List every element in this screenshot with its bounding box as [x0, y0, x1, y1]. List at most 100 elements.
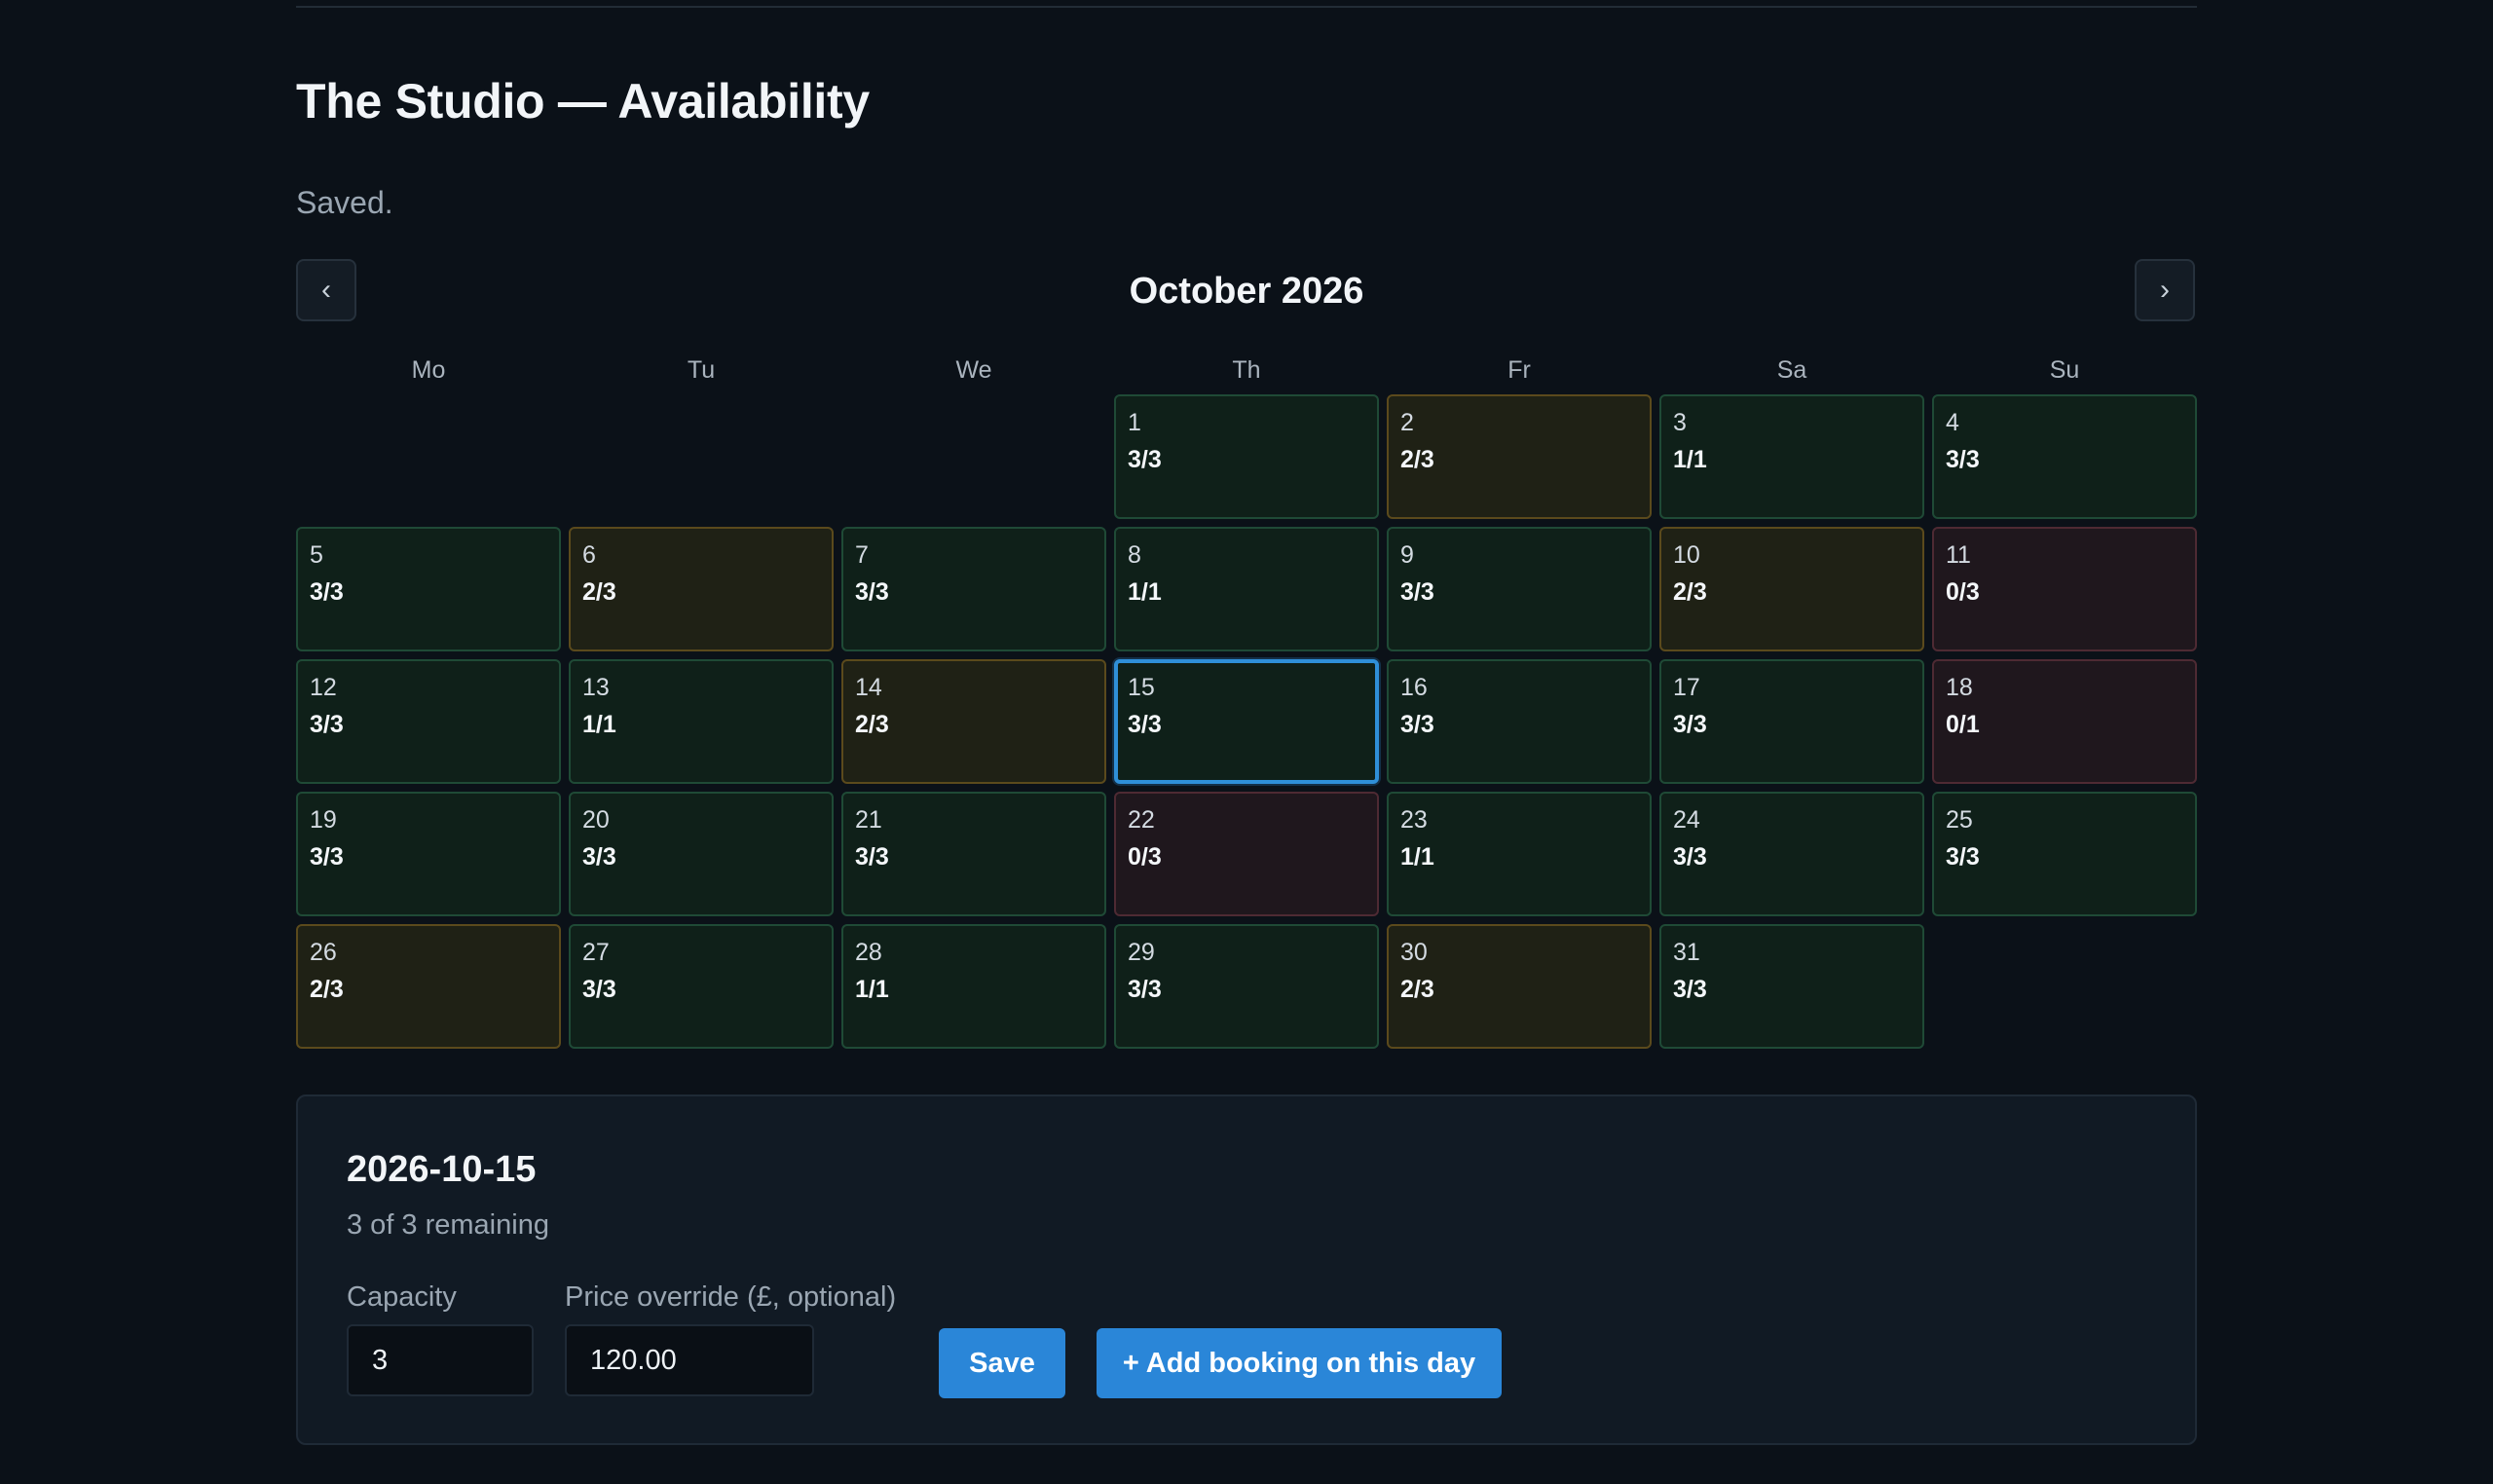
day-cell[interactable]: 10 2/3 [1659, 527, 1924, 651]
day-number: 17 [1673, 674, 1700, 701]
day-cell[interactable]: 7 3/3 [841, 527, 1106, 651]
day-cell[interactable]: 11 0/3 [1932, 527, 2197, 651]
day-cell[interactable]: 26 2/3 [296, 924, 561, 1049]
day-cell[interactable]: 23 1/1 [1387, 792, 1652, 916]
availability-count: 3/3 [582, 843, 616, 871]
availability-count: 2/3 [310, 976, 344, 1003]
day-number: 13 [582, 674, 610, 701]
day-number: 26 [310, 939, 337, 966]
day-number: 5 [310, 541, 323, 569]
day-cell[interactable]: 30 2/3 [1387, 924, 1652, 1049]
day-cell[interactable]: 3 1/1 [1659, 394, 1924, 519]
day-number: 18 [1946, 674, 1973, 701]
availability-count: 1/1 [1400, 843, 1434, 871]
top-divider [296, 6, 2197, 8]
availability-count: 1/1 [855, 976, 889, 1003]
add-booking-button[interactable]: + Add booking on this day [1097, 1328, 1502, 1398]
availability-count: 3/3 [1128, 446, 1162, 473]
day-cell[interactable]: 14 2/3 [841, 659, 1106, 784]
capacity-label: Capacity [347, 1281, 457, 1313]
day-cell[interactable]: 13 1/1 [569, 659, 834, 784]
day-cell[interactable]: 9 3/3 [1387, 527, 1652, 651]
day-detail-panel: 2026-10-15 3 of 3 remaining Capacity Pri… [296, 1094, 2197, 1445]
availability-count: 3/3 [1673, 976, 1707, 1003]
availability-count: 3/3 [582, 976, 616, 1003]
availability-count: 3/3 [1946, 843, 1980, 871]
day-number: 4 [1946, 409, 1959, 436]
day-number: 27 [582, 939, 610, 966]
day-number: 10 [1673, 541, 1700, 569]
availability-count: 3/3 [1400, 578, 1434, 606]
weekday-label: Th [1232, 356, 1261, 384]
day-cell[interactable]: 1 3/3 [1114, 394, 1379, 519]
day-number: 20 [582, 806, 610, 834]
month-title: October 2026 [1129, 271, 1364, 312]
weekday-label: Su [2049, 356, 2080, 384]
availability-count: 2/3 [1400, 446, 1434, 473]
weekday-header: Mo Tu We Th Fr Sa Su [296, 352, 2197, 388]
weekday-label: Sa [1776, 356, 1807, 384]
price-override-input[interactable] [565, 1324, 814, 1396]
day-number: 16 [1400, 674, 1428, 701]
availability-count: 3/3 [1400, 711, 1434, 738]
day-cell[interactable]: 28 1/1 [841, 924, 1106, 1049]
availability-count: 3/3 [855, 578, 889, 606]
calendar-grid: 1 3/3 2 2/3 3 1/1 4 3/3 5 3/3 6 2/3 7 3/3 8 1/1 9 3/3 10 2/… [296, 394, 2197, 1049]
day-number: 12 [310, 674, 337, 701]
day-number: 28 [855, 939, 882, 966]
capacity-input[interactable] [347, 1324, 534, 1396]
empty-day-cell [296, 394, 561, 519]
price-override-label: Price override (£, optional) [565, 1281, 897, 1313]
day-cell[interactable]: 4 3/3 [1932, 394, 2197, 519]
day-number: 25 [1946, 806, 1973, 834]
availability-count: 3/3 [855, 843, 889, 871]
next-month-button[interactable]: › [2135, 259, 2195, 321]
day-cell[interactable]: 25 3/3 [1932, 792, 2197, 916]
day-cell[interactable]: 24 3/3 [1659, 792, 1924, 916]
day-number: 22 [1128, 806, 1155, 834]
empty-day-cell [569, 394, 834, 519]
weekday-label: Fr [1507, 356, 1531, 384]
availability-count: 0/1 [1946, 711, 1980, 738]
day-number: 9 [1400, 541, 1414, 569]
day-number: 24 [1673, 806, 1700, 834]
day-cell[interactable]: 19 3/3 [296, 792, 561, 916]
day-cell[interactable]: 21 3/3 [841, 792, 1106, 916]
day-number: 1 [1128, 409, 1141, 436]
day-cell[interactable]: 29 3/3 [1114, 924, 1379, 1049]
prev-month-button[interactable]: ‹ [296, 259, 356, 321]
day-number: 15 [1128, 674, 1155, 701]
save-button[interactable]: Save [939, 1328, 1065, 1398]
weekday-label: Mo [411, 356, 446, 384]
availability-count: 1/1 [582, 711, 616, 738]
day-cell[interactable]: 6 2/3 [569, 527, 834, 651]
day-cell[interactable]: 12 3/3 [296, 659, 561, 784]
save-status: Saved. [296, 185, 393, 220]
availability-count: 3/3 [1128, 711, 1162, 738]
availability-count: 3/3 [310, 711, 344, 738]
day-cell[interactable]: 8 1/1 [1114, 527, 1379, 651]
availability-count: 1/1 [1673, 446, 1707, 473]
day-cell[interactable]: 27 3/3 [569, 924, 834, 1049]
day-cell[interactable]: 5 3/3 [296, 527, 561, 651]
availability-count: 2/3 [1673, 578, 1707, 606]
day-cell[interactable]: 18 0/1 [1932, 659, 2197, 784]
day-cell[interactable]: 16 3/3 [1387, 659, 1652, 784]
availability-count: 2/3 [855, 711, 889, 738]
remaining-count: 3 of 3 remaining [347, 1209, 549, 1241]
day-number: 19 [310, 806, 337, 834]
day-cell[interactable]: 17 3/3 [1659, 659, 1924, 784]
day-cell[interactable]: 31 3/3 [1659, 924, 1924, 1049]
day-number: 14 [855, 674, 882, 701]
day-cell[interactable]: 20 3/3 [569, 792, 834, 916]
day-cell[interactable]: 2 2/3 [1387, 394, 1652, 519]
day-number: 21 [855, 806, 882, 834]
availability-count: 3/3 [1128, 976, 1162, 1003]
weekday-label: We [955, 356, 992, 384]
availability-count: 3/3 [310, 843, 344, 871]
day-number: 7 [855, 541, 869, 569]
day-number: 30 [1400, 939, 1428, 966]
day-cell[interactable]: 22 0/3 [1114, 792, 1379, 916]
day-cell[interactable]: 15 3/3 [1114, 659, 1379, 784]
selected-date: 2026-10-15 [347, 1149, 537, 1190]
